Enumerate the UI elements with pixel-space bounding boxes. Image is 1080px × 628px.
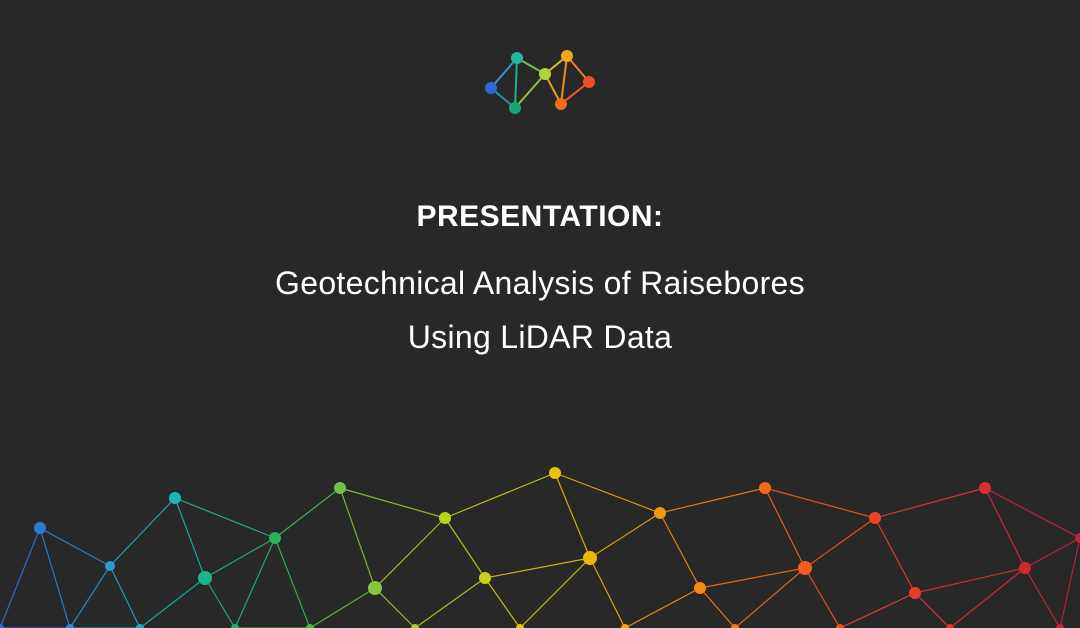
title-line-1: Geotechnical Analysis of Raisebores: [0, 256, 1080, 310]
logo-network-icon: [479, 50, 601, 116]
title-line-2: Using LiDAR Data: [0, 310, 1080, 364]
presentation-label: PRESENTATION:: [0, 200, 1080, 234]
logo: [479, 50, 601, 121]
footer-network-icon: [0, 418, 1080, 628]
title-block: PRESENTATION: Geotechnical Analysis of R…: [0, 200, 1080, 365]
footer-network: [0, 418, 1080, 628]
